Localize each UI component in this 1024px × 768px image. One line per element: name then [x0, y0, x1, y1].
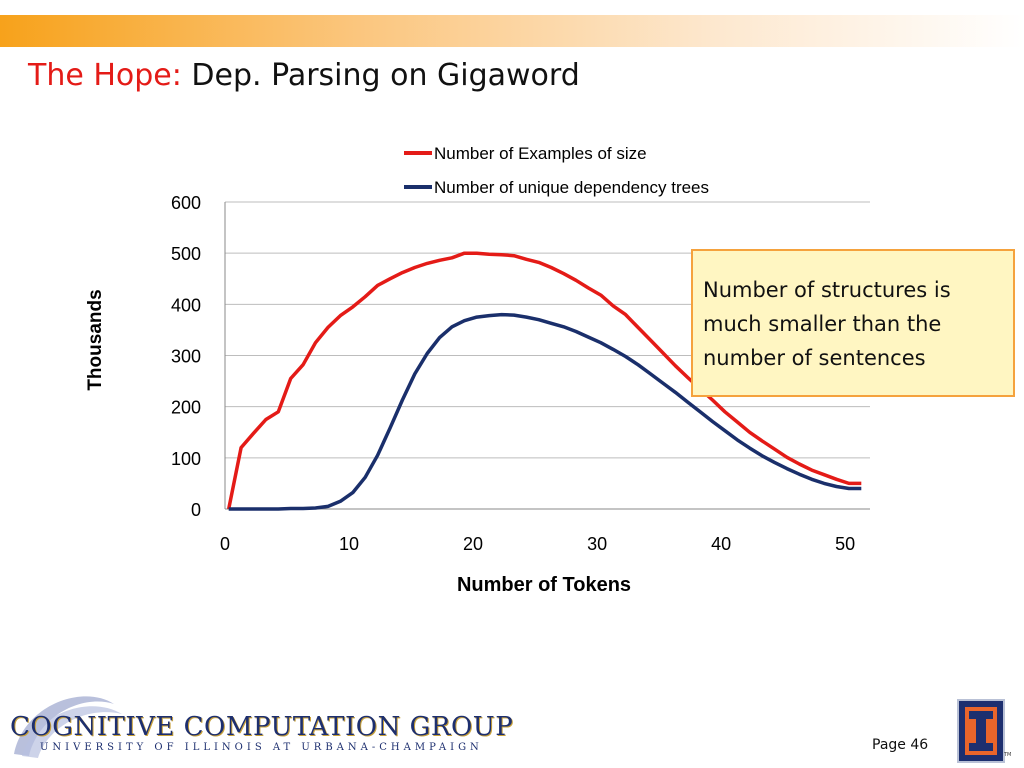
- x-tick-label: 50: [835, 534, 855, 554]
- logo-subtitle: UNIVERSITY OF ILLINOIS AT URBANA-CHAMPAI…: [40, 742, 483, 753]
- y-tick-label: 200: [171, 398, 201, 418]
- series-line: [226, 251, 862, 510]
- x-axis-label: Number of Tokens: [457, 574, 631, 596]
- x-tick-label: 40: [711, 534, 731, 554]
- series-line: [228, 312, 862, 511]
- legend-label: Number of Examples of size: [434, 144, 647, 163]
- x-tick-label: 20: [463, 534, 483, 554]
- callout-line: much smaller than the: [703, 312, 942, 336]
- y-axis-label: Thousands: [85, 289, 106, 390]
- y-tick-label: 500: [171, 244, 201, 264]
- slide-title: The Hope: Dep. Parsing on Gigaword: [28, 58, 580, 93]
- y-tick-label: 300: [171, 347, 201, 367]
- legend-label: Number of unique dependency trees: [434, 178, 709, 197]
- illinois-block-i-icon: [957, 699, 1005, 763]
- x-tick-label: 0: [220, 534, 230, 554]
- logo-name: COGNITIVE COMPUTATION GROUP: [10, 712, 514, 742]
- title-rest: Dep. Parsing on Gigaword: [191, 58, 580, 93]
- callout-line: number of sentences: [703, 346, 926, 370]
- trademark: TM: [1004, 752, 1012, 758]
- y-tick-label: 600: [171, 193, 201, 213]
- logo-swoosh-icon: [14, 696, 122, 758]
- callout-box: Number of structures is much smaller tha…: [691, 249, 1015, 397]
- y-tick-label: 100: [171, 449, 201, 469]
- header-bar: [0, 15, 1024, 47]
- y-tick-label: 400: [171, 295, 201, 315]
- x-tick-label: 10: [339, 534, 359, 554]
- title-highlight: The Hope:: [28, 58, 182, 93]
- page-number: Page 46: [872, 737, 929, 753]
- callout-line: Number of structures is: [703, 278, 951, 302]
- x-tick-label: 30: [587, 534, 607, 554]
- y-tick-label: 0: [191, 500, 201, 520]
